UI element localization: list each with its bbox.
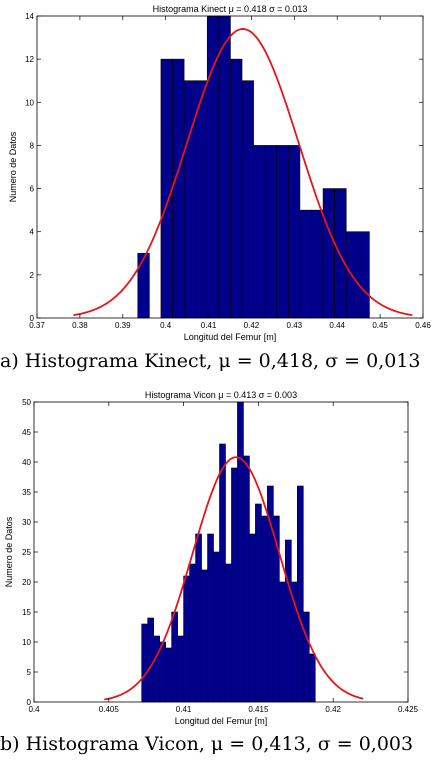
histogram-bar	[183, 575, 190, 703]
x-tick-label: 0.405	[99, 705, 120, 714]
histogram-bar	[255, 503, 262, 703]
histogram-bar	[159, 641, 166, 703]
histogram-bar	[195, 533, 202, 703]
x-tick-label: 0.41	[201, 321, 217, 330]
y-axis-label: Numero de Datos	[8, 131, 18, 202]
chart-title: Histograma Kinect μ = 0.418 σ = 0.013	[153, 4, 308, 14]
x-tick-label: 0.38	[72, 321, 88, 330]
y-tick-label: 14	[25, 12, 34, 21]
histogram-bar	[218, 15, 231, 319]
histogram-bar	[177, 635, 184, 703]
y-tick-label: 50	[22, 398, 31, 407]
y-tick-label: 2	[30, 271, 35, 280]
histogram-bar	[308, 653, 316, 703]
histogram-bar	[264, 145, 278, 319]
x-tick-label: 0.4	[28, 705, 40, 714]
y-tick-label: 15	[22, 608, 31, 617]
histogram-bar	[213, 551, 220, 703]
histogram-bar	[206, 15, 220, 319]
y-tick-label: 45	[22, 428, 31, 437]
x-tick-label: 0.4	[160, 321, 172, 330]
histogram-bar	[311, 209, 324, 319]
x-tick-label: 0.39	[115, 321, 131, 330]
histogram-bar	[302, 611, 310, 703]
y-axis-label: Numero de Datos	[4, 516, 14, 587]
histogram-bar	[189, 563, 196, 703]
histogram-bar	[243, 455, 250, 703]
x-tick-label: 0.415	[248, 705, 269, 714]
histogram-bar	[201, 569, 208, 703]
histogram-bar	[241, 80, 254, 319]
histogram-bar	[141, 623, 148, 703]
x-tick-label: 0.45	[372, 321, 388, 330]
histogram-bar	[253, 145, 266, 319]
histogram-bar	[147, 617, 154, 703]
histogram-bar	[153, 635, 160, 703]
y-tick-label: 5	[27, 668, 32, 677]
y-tick-label: 12	[25, 55, 34, 64]
histogram-bar	[160, 58, 173, 319]
histogram-bar	[279, 581, 286, 703]
chart-title: Histograma Vicon μ = 0.413 σ = 0.003	[145, 390, 297, 400]
caption-vicon: b) Histograma Vicon, μ = 0,413, σ = 0,00…	[0, 733, 414, 755]
x-tick-label: 0.44	[329, 321, 345, 330]
histogram-bar	[137, 252, 150, 319]
x-tick-label: 0.43	[287, 321, 303, 330]
histogram-bar	[225, 563, 232, 703]
histogram-bar	[322, 188, 335, 319]
histogram-bar	[249, 533, 256, 703]
y-tick-label: 0	[30, 314, 35, 323]
x-tick-label: 0.425	[398, 705, 419, 714]
y-tick-label: 10	[22, 638, 31, 647]
y-tick-label: 20	[22, 578, 31, 587]
histogram-bar	[230, 58, 243, 319]
histogram-bar	[165, 647, 172, 703]
caption-kinect: a) Histograma Kinect, μ = 0,418, σ = 0,0…	[0, 350, 421, 372]
histogram-bar	[276, 145, 289, 319]
histogram-bar	[207, 533, 214, 703]
x-tick-label: 0.42	[325, 705, 341, 714]
histogram-bar	[171, 611, 178, 703]
histogram-bar	[231, 467, 238, 703]
y-tick-label: 10	[25, 98, 34, 107]
histogram-bar	[296, 485, 304, 703]
y-tick-label: 6	[30, 185, 35, 194]
histogram-bar	[261, 515, 268, 703]
histogram-bar	[288, 145, 301, 319]
histogram-bar	[334, 188, 347, 319]
x-axis-label: Longitud del Femur [m]	[184, 332, 277, 342]
histogram-bar	[195, 80, 208, 319]
histogram-bar	[285, 539, 292, 703]
x-tick-label: 0.42	[244, 321, 260, 330]
y-tick-label: 35	[22, 488, 31, 497]
x-tick-label: 0.41	[176, 705, 192, 714]
plot-frame	[36, 15, 424, 319]
y-tick-label: 40	[22, 458, 31, 467]
kinect-histogram: Histograma Kinect μ = 0.418 σ = 0.013 0.3…	[8, 4, 431, 342]
x-tick-label: 0.46	[415, 321, 431, 330]
y-tick-label: 0	[27, 698, 32, 707]
histogram-bar	[183, 80, 196, 319]
histogram-bar	[299, 209, 312, 319]
y-tick-label: 30	[22, 518, 31, 527]
x-tick-label: 0.37	[29, 321, 45, 330]
y-tick-label: 25	[22, 548, 31, 557]
normal-fit-curve	[73, 28, 413, 317]
y-tick-label: 8	[30, 141, 35, 150]
y-tick-label: 4	[30, 228, 35, 237]
histogram-bar	[357, 231, 370, 319]
histogram-bar	[237, 401, 244, 703]
histogram-bar	[219, 443, 226, 703]
normal-fit-curve	[104, 456, 364, 701]
x-axis-label: Longitud del Femur [m]	[175, 716, 268, 726]
histogram-bar	[172, 58, 185, 319]
